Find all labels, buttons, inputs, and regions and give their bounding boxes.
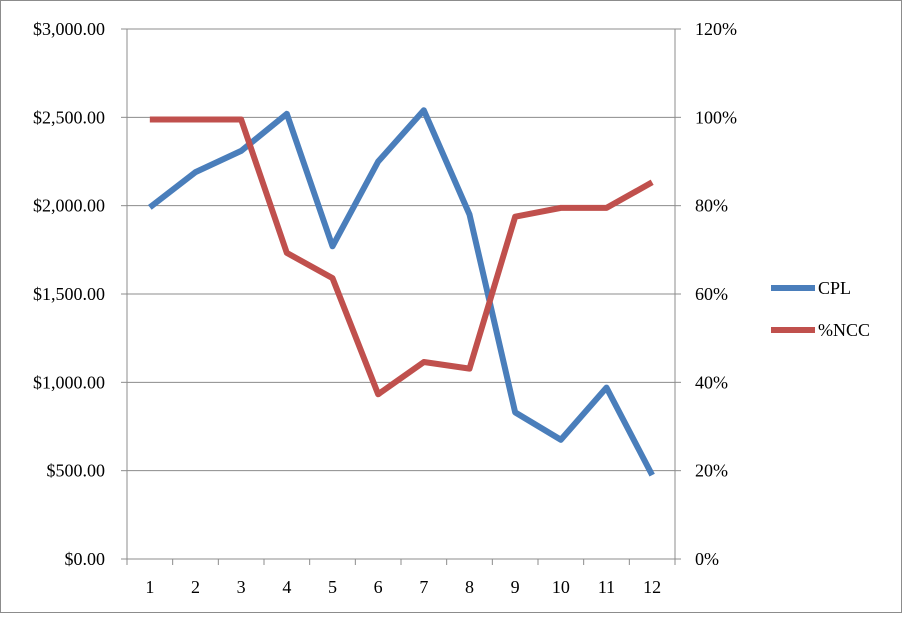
y-left-tick-label: $2,500.00	[33, 107, 105, 127]
x-tick-label: 4	[282, 577, 291, 597]
y-right-tick-label: 60%	[695, 284, 728, 304]
series-lines	[147, 107, 655, 477]
x-tick-label: 3	[237, 577, 246, 597]
legend-label: %NCC	[818, 320, 870, 340]
x-tick-label: 12	[643, 577, 661, 597]
x-tick-label: 7	[419, 577, 428, 597]
y-right-tick-label: 120%	[695, 19, 737, 39]
x-tick-label: 1	[145, 577, 154, 597]
series-line-cpl	[147, 107, 655, 477]
y-right-tick-label: 0%	[695, 549, 719, 569]
y-right-tick-label: 20%	[695, 461, 728, 481]
y-left-tick-label: $3,000.00	[33, 19, 105, 39]
x-tick-label: 2	[191, 577, 200, 597]
legend: CPL %NCC	[771, 278, 870, 340]
y-left-tick-label: $500.00	[47, 461, 106, 481]
x-tick-label: 9	[511, 577, 520, 597]
x-tick-label: 11	[598, 577, 615, 597]
y-left-tick-label: $1,000.00	[33, 372, 105, 392]
tick-labels: $0.00 $500.00 $1,000.00 $1,500.00 $2,000.00 $…	[33, 19, 737, 597]
x-tick-label: 8	[465, 577, 474, 597]
series-line-ncc	[149, 116, 654, 398]
legend-label: CPL	[818, 278, 851, 298]
x-tick-label: 10	[552, 577, 570, 597]
x-tick-label: 5	[328, 577, 337, 597]
y-left-tick-label: $2,000.00	[33, 196, 105, 216]
y-left-tick-label: $0.00	[65, 549, 106, 569]
y-right-tick-label: 80%	[695, 196, 728, 216]
axes	[121, 28, 681, 565]
y-right-tick-label: 100%	[695, 107, 737, 127]
x-tick-label: 6	[374, 577, 383, 597]
y-left-tick-label: $1,500.00	[33, 284, 105, 304]
y-right-tick-label: 40%	[695, 372, 728, 392]
